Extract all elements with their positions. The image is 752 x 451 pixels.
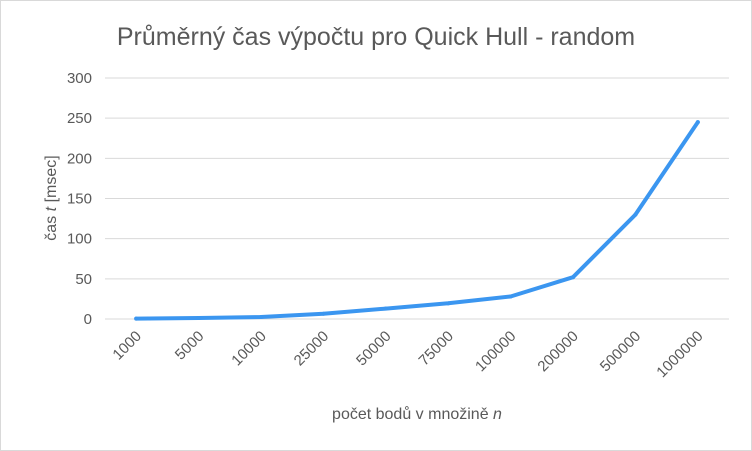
series-line <box>134 120 700 321</box>
data-point <box>134 316 139 321</box>
y-tick-label: 250 <box>67 110 92 127</box>
x-tick-label: 1000000 <box>653 328 706 381</box>
data-point <box>196 316 201 321</box>
chart-title: Průměrný čas výpočtu pro Quick Hull - ra… <box>117 23 635 51</box>
y-tick-label: 100 <box>67 231 92 248</box>
data-point <box>321 311 326 316</box>
x-tick-label: 500000 <box>597 328 644 375</box>
series-layer <box>134 120 700 321</box>
y-axis-label: čas <box>43 216 60 241</box>
x-tick-label: 25000 <box>291 328 333 370</box>
y-tick-label: 150 <box>67 191 92 208</box>
y-axis-unit: [msec] <box>43 155 60 202</box>
x-tick-label: 200000 <box>534 328 581 375</box>
data-point <box>633 212 638 217</box>
data-point <box>383 306 388 311</box>
data-point <box>259 314 263 319</box>
y-tick-label: 200 <box>67 150 92 167</box>
x-axis-variable: n <box>493 406 502 423</box>
x-tick-label: 75000 <box>416 328 458 370</box>
gridlines <box>105 77 729 320</box>
y-tick-label: 0 <box>84 311 92 328</box>
x-tick-label: 10000 <box>228 328 270 370</box>
y-axis-title: čas t [msec] <box>43 155 60 240</box>
x-tick-label: 1000 <box>109 328 145 364</box>
data-point <box>508 294 513 299</box>
y-tick-labels: 0 50 100 150 200 250 300 <box>67 70 92 328</box>
x-axis-title: počet bodů v množině n <box>332 405 502 423</box>
x-tick-label: 5000 <box>172 328 208 364</box>
x-axis-label: počet bodů v množině <box>332 405 489 423</box>
x-tick-labels: 1000 5000 10000 25000 50000 75000 100000 200000… <box>109 328 706 381</box>
data-point <box>446 301 451 306</box>
y-tick-label: 50 <box>75 271 92 288</box>
data-point <box>695 120 700 125</box>
y-tick-label: 300 <box>67 70 92 87</box>
x-tick-label: 100000 <box>472 328 519 375</box>
data-point <box>571 275 575 280</box>
y-axis-variable: t <box>43 206 60 211</box>
x-tick-label: 50000 <box>353 328 395 370</box>
